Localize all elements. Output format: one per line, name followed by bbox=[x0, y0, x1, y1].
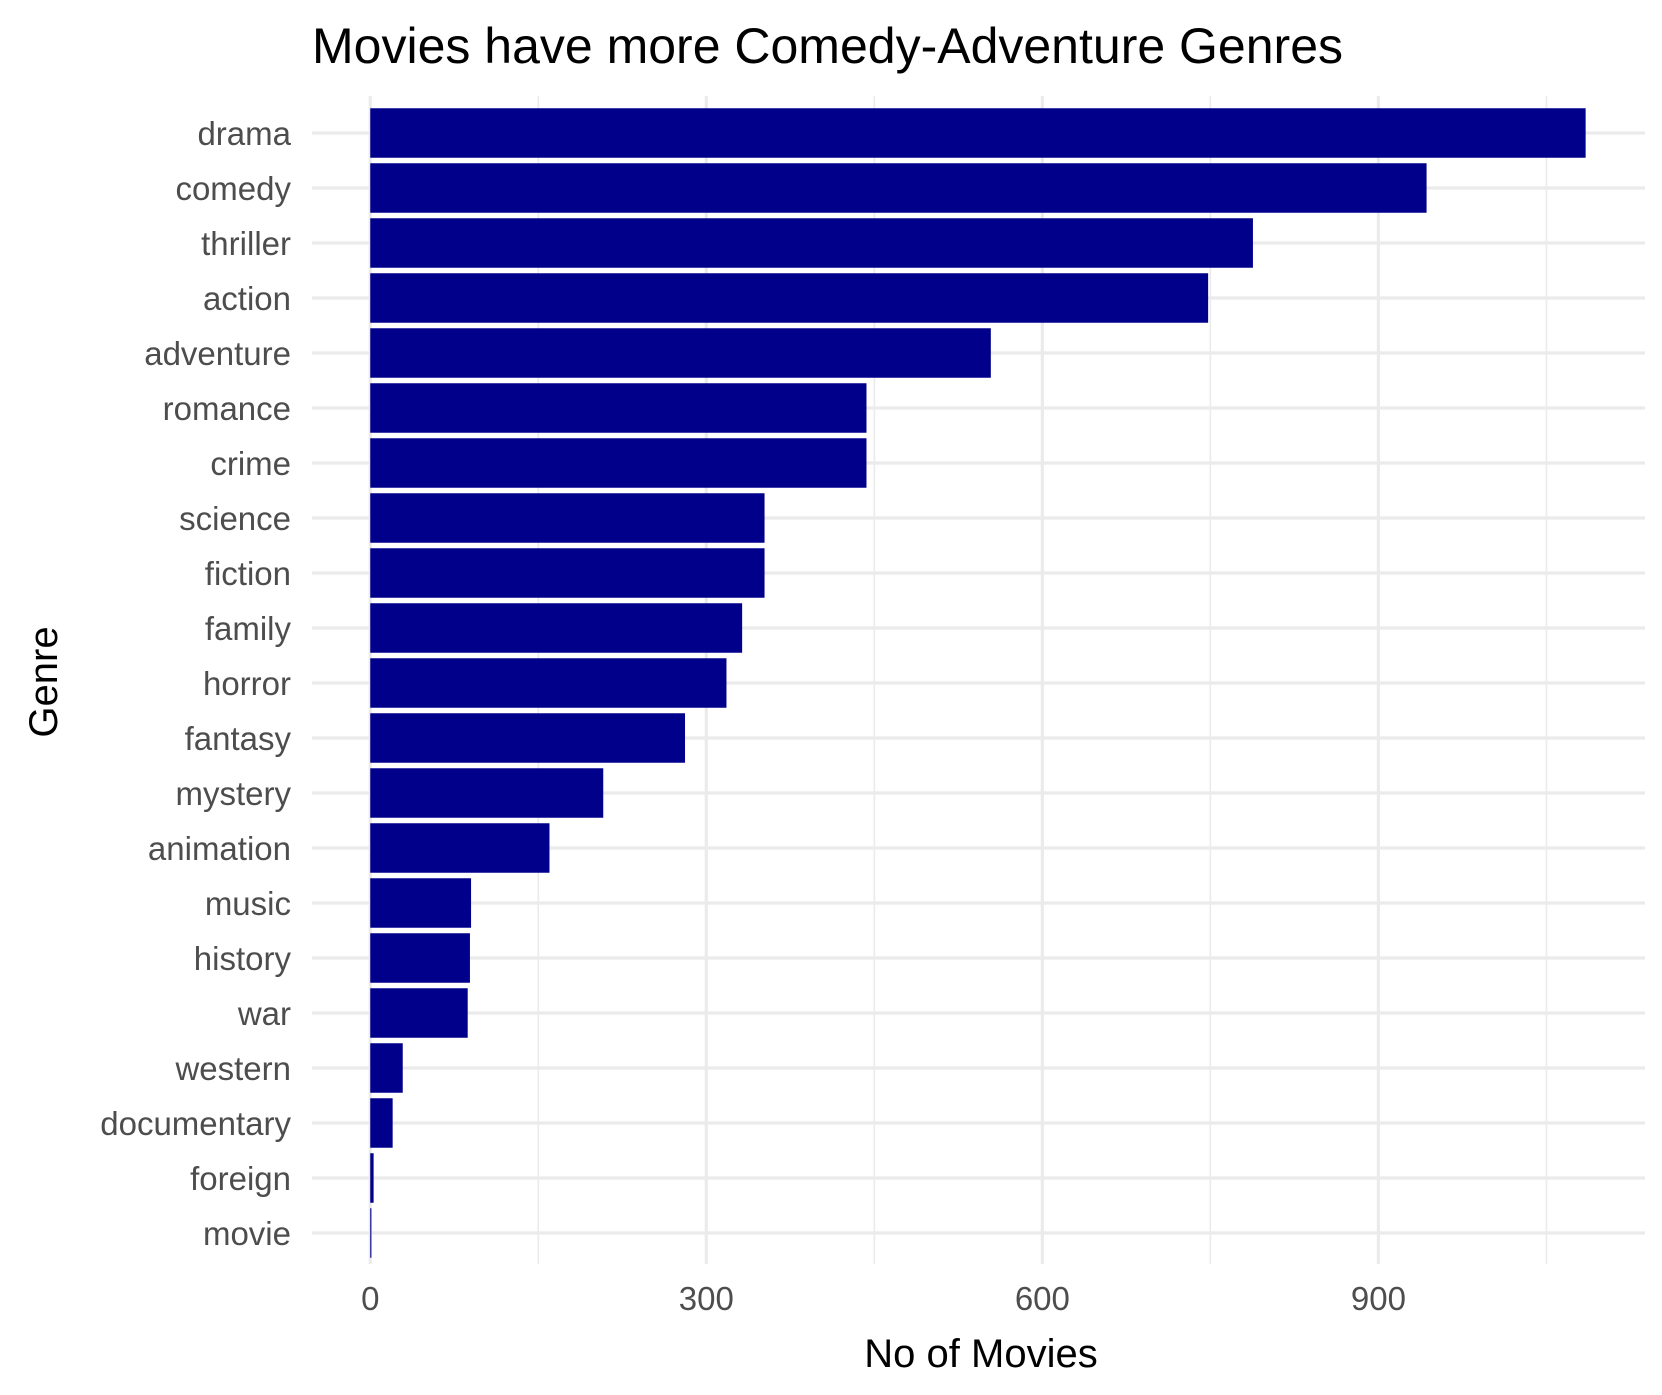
bar-documentary bbox=[370, 1098, 393, 1148]
y-tick-label-horror: horror bbox=[203, 665, 291, 702]
x-tick-label-900: 900 bbox=[1351, 1280, 1406, 1317]
y-tick-label-drama: drama bbox=[197, 115, 291, 152]
y-tick-label-mystery: mystery bbox=[176, 775, 292, 812]
y-tick-label-history: history bbox=[194, 940, 292, 977]
y-tick-label-romance: romance bbox=[163, 390, 291, 427]
bar-movie bbox=[370, 1208, 372, 1258]
y-tick-label-western: western bbox=[174, 1050, 291, 1087]
bar-drama bbox=[370, 108, 1586, 158]
bar-romance bbox=[370, 383, 867, 433]
y-tick-label-animation: animation bbox=[148, 830, 291, 867]
bar-war bbox=[370, 988, 468, 1038]
bar-horror bbox=[370, 658, 727, 708]
bar-action bbox=[370, 273, 1209, 323]
y-tick-label-fantasy: fantasy bbox=[185, 720, 292, 757]
y-tick-label-foreign: foreign bbox=[190, 1160, 291, 1197]
y-tick-label-adventure: adventure bbox=[144, 335, 291, 372]
y-tick-label-science: science bbox=[179, 500, 291, 537]
y-tick-label-fiction: fiction bbox=[205, 555, 291, 592]
y-tick-label-movie: movie bbox=[203, 1215, 291, 1252]
bars bbox=[370, 108, 1586, 1258]
y-tick-label-war: war bbox=[237, 995, 291, 1032]
x-tick-labels: 0 300 600 900 bbox=[361, 1280, 1406, 1317]
bar-family bbox=[370, 603, 743, 653]
x-tick-label-600: 600 bbox=[1015, 1280, 1070, 1317]
y-tick-labels: drama comedy thriller action adventure romanc… bbox=[100, 115, 291, 1252]
y-axis-title: Genre bbox=[22, 626, 66, 737]
bar-fantasy bbox=[370, 713, 686, 763]
bar-science bbox=[370, 493, 765, 543]
bar-comedy bbox=[370, 163, 1427, 213]
bar-thriller bbox=[370, 218, 1253, 268]
y-tick-label-music: music bbox=[205, 885, 291, 922]
bar-western bbox=[370, 1043, 403, 1093]
y-tick-label-family: family bbox=[205, 610, 292, 647]
bar-history bbox=[370, 933, 470, 983]
x-tick-label-300: 300 bbox=[679, 1280, 734, 1317]
bar-foreign bbox=[370, 1153, 374, 1203]
y-tick-label-documentary: documentary bbox=[100, 1105, 291, 1142]
bar-music bbox=[370, 878, 472, 928]
y-tick-label-thriller: thriller bbox=[201, 225, 291, 262]
chart-title: Movies have more Comedy-Adventure Genres bbox=[312, 18, 1343, 74]
x-axis-title: No of Movies bbox=[864, 1332, 1097, 1376]
y-tick-label-comedy: comedy bbox=[175, 170, 291, 207]
bar-fiction bbox=[370, 548, 765, 598]
y-tick-label-crime: crime bbox=[210, 445, 291, 482]
bar-mystery bbox=[370, 768, 604, 818]
bar-adventure bbox=[370, 328, 991, 378]
y-tick-label-action: action bbox=[203, 280, 291, 317]
bar-crime bbox=[370, 438, 867, 488]
x-tick-label-0: 0 bbox=[361, 1280, 379, 1317]
bar-animation bbox=[370, 823, 550, 873]
